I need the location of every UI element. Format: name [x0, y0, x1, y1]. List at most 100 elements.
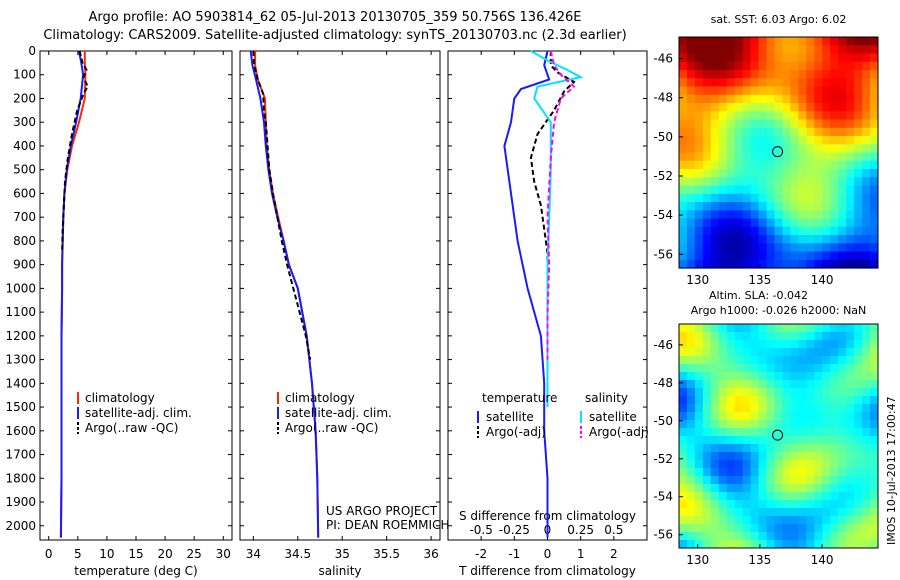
map-cell [798, 169, 807, 178]
imos-timestamp: IMOS 10-Jul-2013 17:00:47 [885, 396, 898, 545]
map-cell [734, 420, 744, 429]
map-cell [734, 160, 744, 170]
map-cell [679, 218, 688, 228]
map-cell [710, 202, 720, 211]
map-cell [862, 37, 871, 46]
map-cell [862, 136, 871, 145]
map-cell [679, 516, 688, 525]
map-cell [742, 103, 752, 112]
map-cell [694, 468, 704, 477]
credits-pi: PI: DEAN ROEMMICH [326, 518, 450, 532]
map-cell [710, 127, 720, 137]
map-cell [694, 412, 704, 421]
map-cell [774, 202, 783, 211]
map-cell [846, 37, 855, 46]
map-cell [870, 500, 879, 509]
map-cell [766, 428, 776, 437]
map-cell [806, 37, 815, 46]
map-cell [862, 235, 871, 244]
map-cell [830, 380, 839, 389]
map-cell [846, 500, 855, 509]
map-cell [742, 218, 752, 228]
map-cell [774, 332, 783, 341]
map-cell [758, 218, 768, 228]
map-cell [734, 524, 744, 533]
map-cell [766, 152, 776, 162]
map-cell [854, 243, 863, 253]
map-cell [774, 251, 783, 261]
map-cell [694, 136, 704, 145]
map-cell [766, 226, 776, 236]
map-cell [758, 193, 768, 203]
map-cell [687, 356, 696, 365]
map-cell [694, 324, 704, 333]
x-tick-label: 34 [246, 547, 261, 561]
map-cell [694, 380, 704, 389]
map-cell [862, 500, 871, 509]
map-cell [694, 508, 704, 517]
map-cell [806, 202, 815, 211]
map-cell [854, 444, 863, 453]
map-cell [822, 45, 831, 55]
map-cell [782, 144, 791, 154]
map-cell [742, 177, 752, 187]
map-cell [750, 516, 760, 525]
map-cell [774, 420, 783, 429]
map-cell [790, 516, 799, 525]
y-tick-label: 300 [13, 115, 36, 129]
map-cell [838, 259, 847, 269]
map-y-tick-label: -50 [653, 130, 673, 144]
map-cell [702, 484, 712, 493]
map-cell [718, 396, 728, 405]
map-cell [790, 356, 799, 365]
map-cell [758, 404, 768, 413]
map-cell [758, 160, 768, 170]
map-cell [710, 356, 720, 365]
map-cell [726, 45, 736, 55]
map-cell [742, 444, 752, 453]
map-cell [734, 177, 744, 187]
map-cell [679, 144, 688, 154]
map-cell [758, 86, 768, 96]
map-cell [750, 259, 760, 269]
map-cell [782, 193, 791, 203]
map-cell [798, 332, 807, 341]
map-cell [742, 136, 752, 145]
map-cell [702, 492, 712, 501]
map-cell [679, 532, 688, 541]
map-cell [830, 103, 839, 112]
map-cell [726, 324, 736, 333]
map-cell [726, 500, 736, 509]
map-cell [702, 356, 712, 365]
map-cell [766, 202, 776, 211]
map-cell [822, 356, 831, 365]
map-cell [830, 251, 839, 261]
map-cell [806, 516, 815, 525]
map-cell [814, 356, 823, 365]
map-cell [790, 45, 799, 55]
map-cell [710, 460, 720, 469]
x-top-tick-label: 0.25 [567, 523, 594, 537]
map-cell [742, 243, 752, 253]
map-cell [687, 70, 696, 79]
map-cell [814, 127, 823, 137]
map-cell [718, 86, 728, 96]
map-cell [766, 53, 776, 63]
map-cell [870, 235, 879, 244]
map-cell [862, 152, 871, 162]
map-cell [814, 404, 823, 413]
map-cell [694, 86, 704, 96]
map-cell [679, 103, 688, 112]
map-cell [806, 259, 815, 269]
map-cell [854, 127, 863, 137]
map-cell [814, 177, 823, 187]
map-cell [814, 484, 823, 493]
map-cell [814, 37, 823, 46]
map-cell [710, 103, 720, 112]
map-cell [734, 404, 744, 413]
map-cell [862, 111, 871, 121]
map-cell [846, 160, 855, 170]
map-cell [862, 420, 871, 429]
map-cell [830, 356, 839, 365]
map-cell [694, 364, 704, 373]
